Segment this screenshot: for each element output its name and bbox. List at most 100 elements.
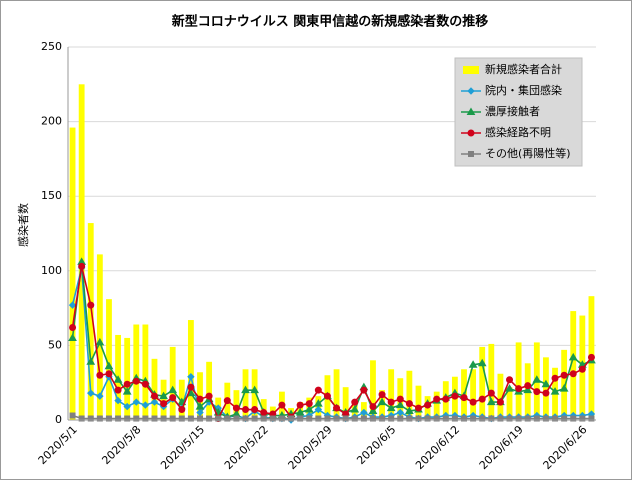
point xyxy=(114,396,122,405)
point xyxy=(86,357,96,365)
point xyxy=(542,415,549,422)
point xyxy=(232,404,240,412)
legend-marker xyxy=(467,129,475,137)
point xyxy=(68,301,77,309)
point xyxy=(468,360,478,368)
point xyxy=(470,415,477,422)
point xyxy=(397,415,404,422)
chart-title: 新型コロナウイルス 関東甲信越の新規感染者数の推移 xyxy=(172,14,489,30)
point xyxy=(78,262,86,270)
bar xyxy=(470,369,477,420)
point xyxy=(269,415,276,422)
point xyxy=(496,398,504,406)
point xyxy=(569,370,577,378)
point xyxy=(479,415,486,422)
point xyxy=(314,386,322,394)
point xyxy=(497,415,504,422)
point xyxy=(369,415,376,422)
point xyxy=(552,415,559,422)
point xyxy=(533,388,541,396)
point xyxy=(132,377,140,385)
legend-label: その他(再陽性等) xyxy=(485,146,571,160)
point xyxy=(206,415,213,422)
point xyxy=(461,415,467,422)
point xyxy=(306,415,313,422)
point xyxy=(296,401,304,409)
point xyxy=(350,405,360,413)
point xyxy=(406,415,413,422)
line xyxy=(72,414,592,420)
bar xyxy=(342,387,349,420)
point xyxy=(150,392,158,400)
point xyxy=(487,389,495,397)
point xyxy=(442,395,450,403)
point xyxy=(486,397,496,406)
point xyxy=(333,404,341,412)
point xyxy=(433,395,441,403)
point xyxy=(313,399,323,407)
point xyxy=(123,380,131,388)
point xyxy=(360,415,367,422)
point xyxy=(515,415,522,422)
point xyxy=(160,400,168,408)
point xyxy=(105,415,112,422)
point xyxy=(477,358,487,367)
y-tick-label: 200 xyxy=(41,115,62,128)
point xyxy=(251,406,259,414)
point xyxy=(515,385,523,393)
point xyxy=(124,415,131,422)
point xyxy=(424,415,431,422)
point xyxy=(541,379,551,388)
point xyxy=(351,415,358,422)
point xyxy=(533,415,540,422)
point xyxy=(197,415,203,422)
point xyxy=(115,415,122,422)
point xyxy=(96,392,104,400)
point xyxy=(433,415,440,422)
point xyxy=(133,415,140,422)
point xyxy=(377,397,387,406)
point xyxy=(523,385,533,394)
point xyxy=(395,400,405,409)
bar xyxy=(169,346,176,420)
point xyxy=(122,387,132,395)
point xyxy=(251,415,258,422)
point xyxy=(396,395,404,403)
bar xyxy=(206,361,213,420)
y-tick-label: 0 xyxy=(55,413,62,426)
point xyxy=(451,415,458,422)
bar xyxy=(242,369,249,420)
point xyxy=(169,415,176,422)
y-tick-label: 100 xyxy=(41,264,62,277)
point xyxy=(278,415,285,422)
legend-marker xyxy=(468,151,474,157)
point xyxy=(451,392,459,400)
bar xyxy=(151,358,158,420)
bar xyxy=(415,385,422,420)
point xyxy=(113,375,123,383)
point xyxy=(159,391,168,400)
legend-label: 感染経路不明 xyxy=(485,125,551,139)
point xyxy=(87,389,95,397)
point xyxy=(532,375,542,383)
bar xyxy=(187,320,194,420)
point xyxy=(288,415,295,422)
point xyxy=(187,383,195,391)
point xyxy=(324,415,331,422)
point xyxy=(160,415,167,422)
point xyxy=(178,406,186,414)
point xyxy=(506,415,513,422)
point xyxy=(123,402,131,411)
point xyxy=(388,415,395,422)
point xyxy=(141,401,150,409)
point xyxy=(387,398,395,406)
point xyxy=(579,415,586,422)
point xyxy=(178,415,185,422)
point xyxy=(323,392,331,400)
bar xyxy=(433,391,440,420)
bar xyxy=(133,324,140,420)
point xyxy=(460,394,468,402)
point xyxy=(260,415,267,422)
point xyxy=(568,352,578,361)
